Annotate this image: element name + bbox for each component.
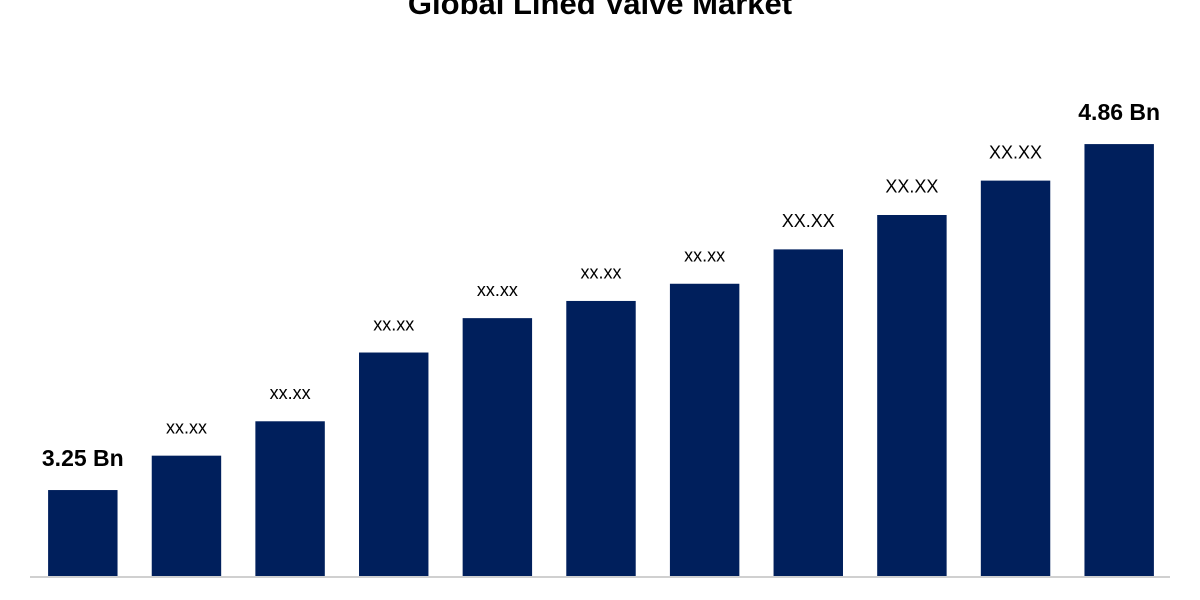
bar	[669, 283, 740, 576]
data-label: xx.xx	[166, 417, 207, 437]
data-label: XX.XX	[885, 177, 938, 197]
bar	[1084, 144, 1154, 576]
data-label: 4.86 Bn	[1078, 99, 1160, 125]
data-label: XX.XX	[782, 211, 835, 231]
bar	[980, 180, 1051, 576]
data-label: 3.25 Bn	[42, 445, 124, 471]
bar	[151, 455, 222, 576]
bar	[255, 421, 325, 576]
bar	[566, 300, 636, 576]
bar	[773, 249, 843, 576]
data-label: xx.xx	[477, 280, 518, 300]
data-label: xx.xx	[684, 246, 725, 266]
data-label: xx.xx	[270, 383, 311, 403]
data-label: XX.XX	[989, 142, 1042, 162]
chart-title: Global Lined Valve Market	[408, 0, 792, 21]
data-label: xx.xx	[373, 314, 414, 334]
bar	[462, 318, 533, 576]
bar	[48, 490, 118, 576]
bar	[359, 352, 429, 576]
bar	[877, 214, 947, 576]
data-label: xx.xx	[580, 263, 621, 283]
